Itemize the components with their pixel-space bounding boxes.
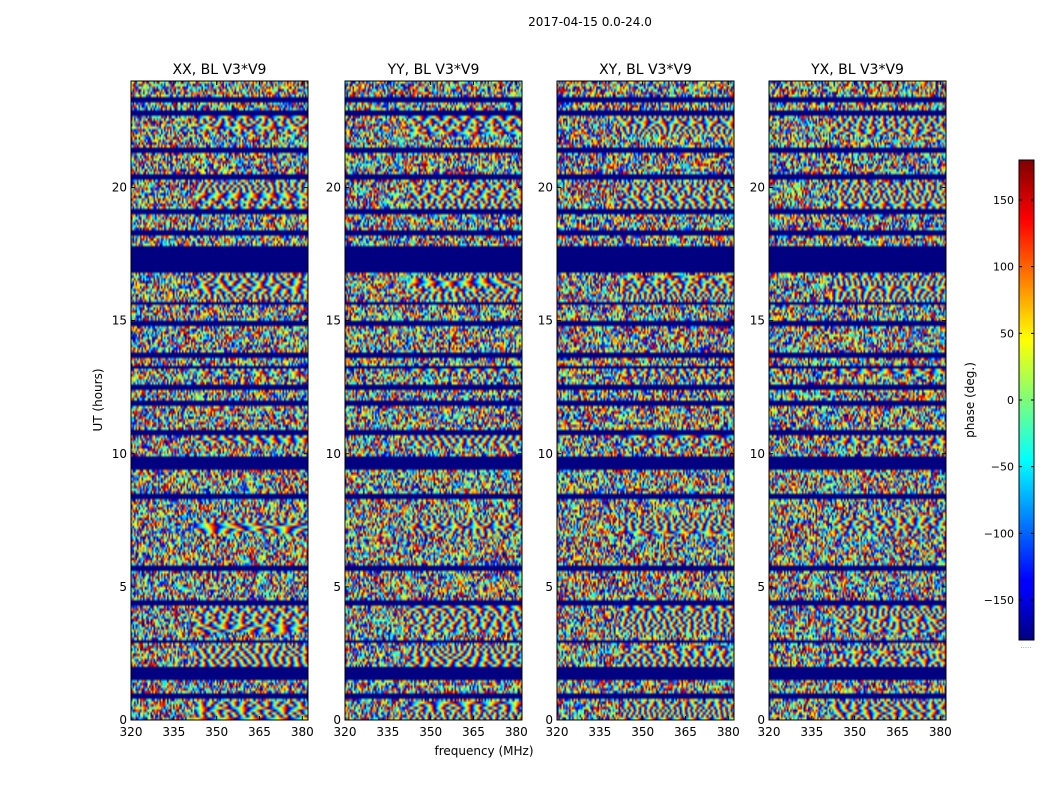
heatmap-cells <box>557 81 734 720</box>
y-tick-label: 10 <box>326 447 341 461</box>
heatmap-cells <box>769 81 946 720</box>
x-tick-label: 350 <box>205 725 228 739</box>
x-tick-label: 320 <box>334 725 357 739</box>
y-tick-label: 0 <box>333 713 341 727</box>
x-tick-label: 350 <box>419 725 442 739</box>
colorbar-tick-label: 150 <box>993 194 1014 207</box>
y-tick-label: 20 <box>538 181 553 195</box>
y-tick-label: 15 <box>326 314 341 328</box>
x-axis-label: frequency (MHz) <box>434 744 533 758</box>
colorbar-tick-label: 100 <box>993 261 1014 274</box>
y-tick-label: 20 <box>112 181 127 195</box>
y-tick-label: 5 <box>757 580 765 594</box>
y-tick-label: 0 <box>545 713 553 727</box>
x-tick-label: 335 <box>800 725 823 739</box>
axes-frame <box>344 80 523 721</box>
panel-3: XY, BL V3*V9 320 335 350 365 380 0 5 10 15 20 <box>538 62 740 739</box>
x-tick-label: 320 <box>120 725 143 739</box>
panel-1: XX, BL V3*V9 320 335 350 365 380 0 5 10 15 20 <box>112 62 314 739</box>
colorbar-tick-label: −150 <box>984 594 1014 607</box>
x-tick-label: 380 <box>505 725 528 739</box>
x-tick-label: 335 <box>162 725 185 739</box>
colorbar-tick-label: −50 <box>991 461 1014 474</box>
y-tick-label: 10 <box>750 447 765 461</box>
colorbar: 150 100 50 0 −50 −100 −150 phase (deg.) ..... <box>963 159 1035 650</box>
y-tick-label: 5 <box>545 580 553 594</box>
x-tick-label: 320 <box>758 725 781 739</box>
y-tick-label: 15 <box>538 314 553 328</box>
colorbar-label: phase (deg.) <box>963 362 977 438</box>
y-axis-label: UT (hours) <box>91 368 105 431</box>
panel-title: YX, BL V3*V9 <box>810 62 904 78</box>
y-tick-label: 20 <box>750 181 765 195</box>
colorbar-extend-dots: ..... <box>1020 642 1031 650</box>
heatmap-cells <box>131 81 308 720</box>
axes-frame <box>130 80 309 721</box>
panel-title: XY, BL V3*V9 <box>599 62 692 78</box>
heatmap-cells <box>345 81 522 720</box>
y-tick-label: 10 <box>538 447 553 461</box>
x-tick-label: 380 <box>929 725 952 739</box>
x-tick-label: 380 <box>717 725 740 739</box>
y-tick-label: 20 <box>326 181 341 195</box>
colorbar-tick-label: 50 <box>1000 327 1014 340</box>
panel-2: YY, BL V3*V9 320 335 350 365 380 0 5 10 15 20 <box>326 62 528 739</box>
x-tick-label: 335 <box>588 725 611 739</box>
y-tick-label: 15 <box>112 314 127 328</box>
y-tick-label: 10 <box>112 447 127 461</box>
colorbar-tick-label: 0 <box>1007 394 1014 407</box>
panel-title: XX, BL V3*V9 <box>173 62 267 78</box>
y-tick-label: 5 <box>119 580 127 594</box>
y-tick-label: 0 <box>119 713 127 727</box>
y-tick-label: 0 <box>757 713 765 727</box>
x-tick-label: 350 <box>843 725 866 739</box>
x-tick-label: 365 <box>674 725 697 739</box>
x-tick-label: 365 <box>886 725 909 739</box>
x-tick-label: 365 <box>462 725 485 739</box>
y-tick-label: 15 <box>750 314 765 328</box>
colorbar-tick-label: −100 <box>984 527 1014 540</box>
panel-title: YY, BL V3*V9 <box>387 62 480 78</box>
x-tick-label: 320 <box>546 725 569 739</box>
suptitle: 2017-04-15 0.0-24.0 <box>528 15 652 29</box>
colorbar-ticks: 150 100 50 0 −50 −100 −150 <box>984 194 1034 607</box>
y-tick-label: 5 <box>333 580 341 594</box>
x-tick-label: 365 <box>248 725 271 739</box>
panel-4: YX, BL V3*V9 320 335 350 365 380 0 5 10 15 20 <box>750 62 952 739</box>
x-tick-label: 335 <box>376 725 399 739</box>
x-tick-label: 380 <box>291 725 314 739</box>
x-tick-label: 350 <box>631 725 654 739</box>
axes-frame <box>556 80 735 721</box>
axes-frame <box>768 80 947 721</box>
